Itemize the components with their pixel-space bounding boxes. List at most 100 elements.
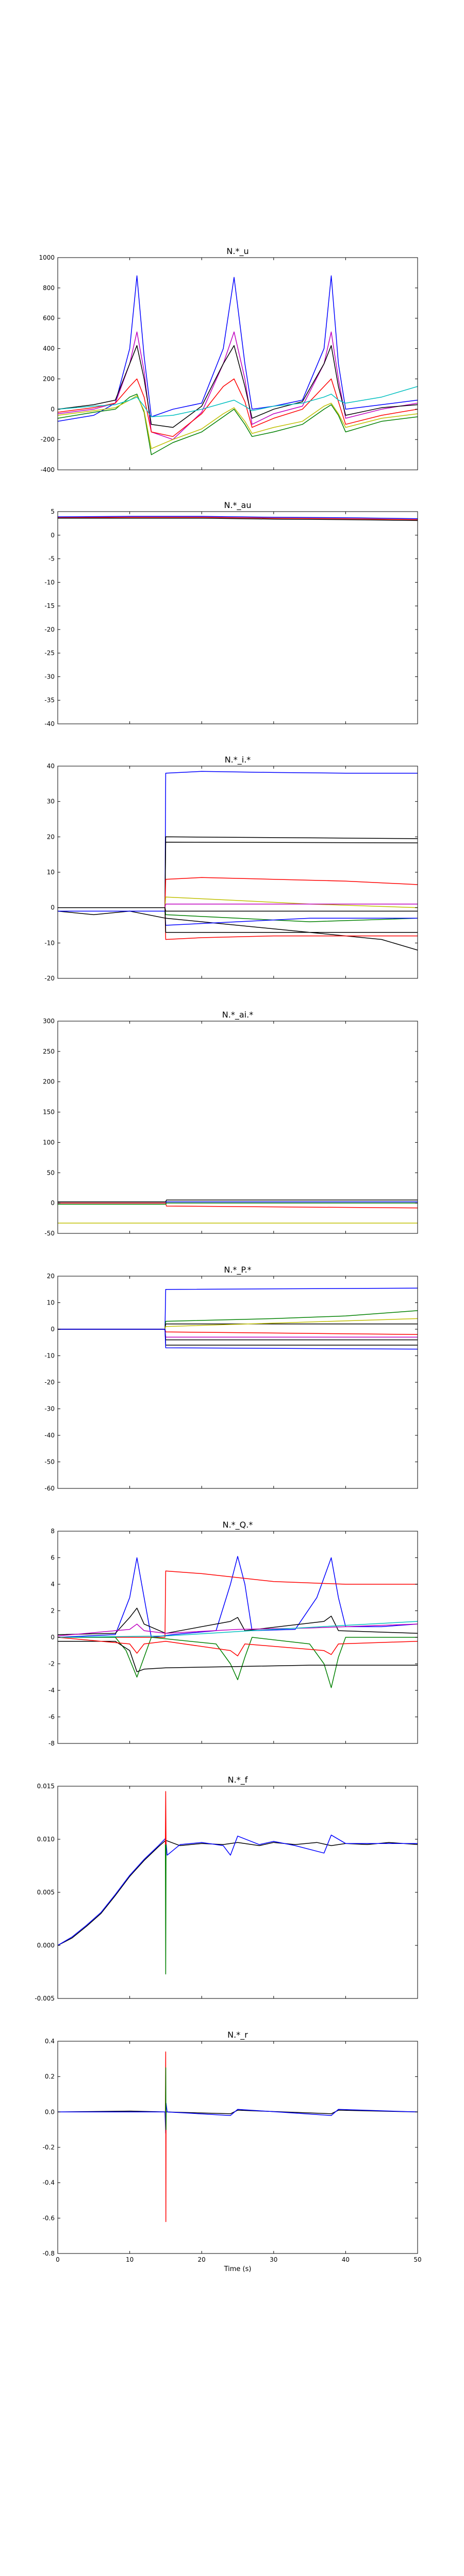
y-tick-label: 0	[51, 405, 55, 413]
series-line-2	[58, 517, 418, 520]
plot-area	[58, 766, 418, 978]
series-line-1	[58, 1199, 418, 1202]
series-line-7	[58, 386, 418, 417]
series-group	[58, 1199, 418, 1224]
series-line-4	[164, 1844, 167, 1975]
chart-title: N.*_f	[228, 1775, 248, 1785]
panel-1: -400 -200 0 200 400 600 800 1000 N.*_u	[39, 246, 418, 473]
series-line-2	[58, 1835, 418, 1946]
series-line-3	[58, 345, 418, 428]
plot-area	[58, 2041, 418, 2253]
y-tick-label: -20	[44, 975, 55, 982]
y-tick-label: 2	[51, 1607, 55, 1615]
y-tick-label: -0.4	[43, 2179, 55, 2187]
x-tick-label: 20	[198, 2256, 206, 2263]
y-tick-label: -30	[44, 1405, 55, 1413]
chart-title: N.*_Q.*	[223, 1520, 253, 1530]
series-line-6	[58, 395, 418, 449]
series-group	[58, 1556, 418, 1688]
y-tick-label: -0.8	[43, 2250, 55, 2257]
panel-2: -40 -35 -30 -25 -20 -15 -10 -5 0 5 N.*_au	[44, 500, 418, 727]
y-tick-label: -10	[44, 1352, 55, 1360]
y-tick-label: -20	[44, 1379, 55, 1386]
panel-6: -8 -6 -4 -2 0 2 4 6 8 N.*_Q.*	[48, 1520, 418, 1747]
y-tick-label: -15	[44, 602, 55, 609]
chart-title: N.*_r	[227, 2030, 248, 2040]
y-tick-label: -400	[41, 466, 55, 473]
y-tick-label: 40	[47, 762, 55, 770]
series-line-2	[58, 2103, 418, 2134]
y-tick-label: -50	[44, 1230, 55, 1237]
y-tick-label: 0.005	[37, 1889, 55, 1896]
y-tick-label: -0.6	[43, 2214, 55, 2222]
y-tick-label: 600	[43, 315, 55, 322]
y-tick-label: -6	[48, 1714, 55, 1721]
x-tick-label: 10	[126, 2256, 134, 2263]
y-tick-label: -60	[44, 1485, 55, 1492]
series-line-8	[58, 1621, 418, 1638]
y-tick-label: 20	[47, 833, 55, 840]
panel-4: -50 0 50 100 150 200 250 300 N.*_ai.*	[43, 1010, 418, 1237]
plot-area	[58, 512, 418, 724]
y-tick-label: -200	[41, 436, 55, 443]
y-tick-label: 0	[51, 904, 55, 911]
chart-title: N.*_P.*	[224, 1265, 251, 1275]
y-tick-label: 10	[47, 869, 55, 876]
y-tick-label: -10	[44, 939, 55, 946]
series-line-9	[58, 1329, 418, 1350]
y-tick-label: 300	[43, 1018, 55, 1025]
y-tick-label: 0	[51, 1199, 55, 1207]
y-tick-label: 0.0	[45, 2108, 55, 2115]
y-tick-label: -20	[44, 626, 55, 633]
panel-3: -20 -10 0 10 20 30 40 N.*_i.*	[44, 755, 418, 982]
y-tick-label: 800	[43, 284, 55, 292]
series-line-12	[58, 907, 418, 933]
y-tick-label: 6	[51, 1554, 55, 1562]
x-tick-label: 40	[342, 2256, 350, 2263]
panel-7: -0.005 0.000 0.005 0.010 0.015 N.*_f	[35, 1775, 418, 2002]
y-tick-label: 4	[51, 1581, 55, 1588]
y-tick-label: -40	[44, 1432, 55, 1439]
plot-area	[58, 258, 418, 470]
series-line-3	[58, 1637, 418, 1688]
axes-frame	[57, 1021, 418, 1234]
plot-area	[58, 1276, 418, 1488]
series-line-3	[164, 1791, 167, 1845]
y-tick-label: -2	[48, 1660, 55, 1668]
y-tick-label: -30	[44, 673, 55, 680]
series-line-5	[58, 1607, 418, 1635]
x-tick-label: 0	[56, 2256, 60, 2263]
series-group	[58, 516, 418, 521]
y-tick-label: 30	[47, 798, 55, 805]
y-tick-label: 10	[47, 1299, 55, 1307]
chart-title: N.*_au	[224, 500, 252, 511]
y-tick-label: 0	[51, 1326, 55, 1333]
series-line-1	[58, 275, 418, 422]
chart-title: N.*_i.*	[225, 755, 251, 765]
y-tick-label: 20	[47, 1273, 55, 1280]
y-tick-label: 0	[51, 532, 55, 539]
series-line-4	[58, 1640, 418, 1672]
y-tick-label: -25	[44, 650, 55, 657]
y-tick-label: 400	[43, 345, 55, 352]
y-tick-label: 250	[43, 1048, 55, 1055]
series-line-2	[58, 331, 418, 440]
series-line-10	[58, 910, 418, 926]
chart-title: N.*_u	[226, 246, 248, 257]
y-tick-label: 8	[51, 1528, 55, 1535]
series-group	[58, 771, 418, 951]
y-tick-label: -40	[44, 720, 55, 727]
series-line-1	[58, 1556, 418, 1638]
y-tick-label: 0.2	[45, 2073, 55, 2080]
series-line-7	[58, 1623, 418, 1637]
y-tick-label: 0.4	[45, 2038, 55, 2045]
y-tick-label: 0.010	[37, 1836, 55, 1843]
series-line-2	[58, 1570, 418, 1638]
y-tick-label: -4	[48, 1687, 55, 1694]
series-group	[58, 275, 418, 455]
y-tick-label: 0.015	[37, 1783, 55, 1790]
panel-5: -60 -50 -40 -30 -20 -10 0 10 20 N.*_P.*	[44, 1265, 418, 1492]
series-line-4	[58, 1202, 418, 1205]
y-tick-label: 200	[43, 1078, 55, 1086]
